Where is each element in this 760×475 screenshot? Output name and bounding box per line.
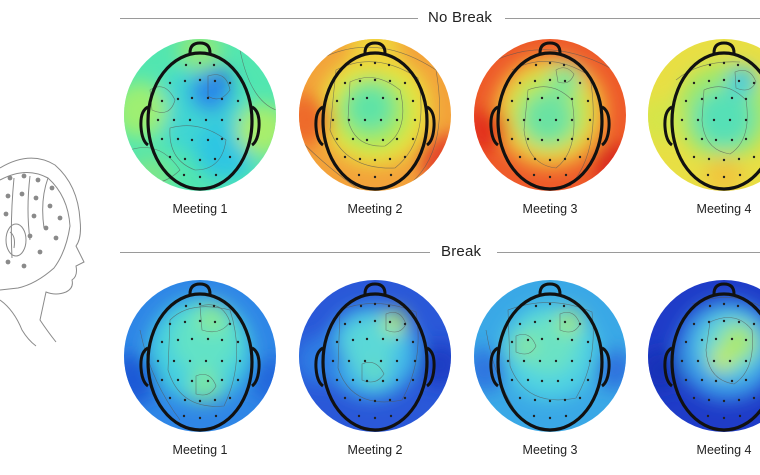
no-break-meeting-1-label: Meeting 1 [172, 202, 228, 216]
break-meeting-3-label: Meeting 3 [522, 443, 578, 457]
break-meeting-4-label: Meeting 4 [696, 443, 752, 457]
no-break-meeting-2-label: Meeting 2 [347, 202, 403, 216]
break-meeting-1-map [124, 280, 276, 432]
break-meeting-1-contours [139, 304, 237, 421]
break-title: Break [441, 243, 482, 260]
no-break-meeting-4-label: Meeting 4 [696, 202, 752, 216]
no-break-meeting-4-map [648, 39, 760, 191]
break-meeting-4-map [648, 280, 760, 432]
no-break-meeting-4-contours [675, 61, 757, 155]
no-break-rule-right [505, 18, 760, 19]
break-meeting-2-label: Meeting 2 [347, 443, 403, 457]
no-break-meeting-2-map [299, 39, 451, 191]
no-break-title: No Break [428, 9, 493, 26]
no-break-meeting-2-contours [299, 46, 440, 191]
no-break-meeting-3-map [474, 39, 626, 191]
no-break-meeting-3-label: Meeting 3 [522, 202, 578, 216]
eeg-cap-head-illustration [0, 157, 85, 347]
break-meeting-1-label: Meeting 1 [172, 443, 228, 457]
break-rule-right [497, 252, 760, 253]
break-meeting-2-map [299, 280, 451, 432]
break-rule-left [120, 252, 430, 253]
no-break-rule-left [120, 18, 418, 19]
